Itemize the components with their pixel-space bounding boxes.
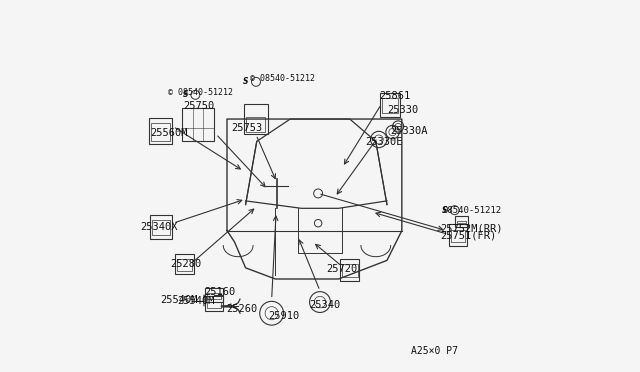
Text: 25753: 25753 <box>232 123 262 133</box>
Bar <box>380 93 400 117</box>
Text: 25750: 25750 <box>183 100 214 110</box>
Bar <box>449 224 467 246</box>
Text: 25720: 25720 <box>326 264 358 274</box>
Text: 25340X: 25340X <box>141 222 178 232</box>
Text: 25330: 25330 <box>387 105 418 115</box>
Text: 25260: 25260 <box>227 304 257 314</box>
Text: © 08540-51212: © 08540-51212 <box>168 88 233 97</box>
Bar <box>177 260 191 271</box>
Bar <box>455 216 468 227</box>
Text: 25160: 25160 <box>204 287 235 297</box>
Bar <box>381 99 398 113</box>
Text: 25330E: 25330E <box>365 137 403 147</box>
Text: 25752M(RR): 25752M(RR) <box>440 223 502 233</box>
Bar <box>451 230 465 242</box>
Bar <box>207 302 221 308</box>
Bar <box>205 296 223 311</box>
Bar <box>151 123 170 141</box>
Text: S: S <box>442 206 447 215</box>
Bar <box>342 264 358 277</box>
Text: 25910: 25910 <box>268 311 299 321</box>
Text: 25280: 25280 <box>170 259 202 269</box>
Text: S: S <box>243 77 248 86</box>
Text: 25861: 25861 <box>380 91 411 101</box>
Text: 25340: 25340 <box>310 300 341 310</box>
Bar <box>150 215 172 239</box>
Text: 25560M: 25560M <box>151 128 188 138</box>
Bar <box>149 118 172 144</box>
Text: 25330A: 25330A <box>390 126 428 136</box>
Bar <box>246 117 265 132</box>
Bar <box>175 254 193 275</box>
Text: © 08540-51212: © 08540-51212 <box>250 74 315 83</box>
Text: S: S <box>182 90 188 99</box>
Bar <box>457 221 466 223</box>
Text: 25540M: 25540M <box>177 296 214 305</box>
Text: 25540M: 25540M <box>160 295 198 305</box>
Bar <box>207 293 221 299</box>
Text: 25751(FR): 25751(FR) <box>440 231 496 241</box>
Bar <box>340 259 360 281</box>
Bar <box>182 108 214 141</box>
Bar <box>244 104 268 134</box>
Bar <box>205 288 223 302</box>
Bar <box>152 220 170 235</box>
Text: 08540-51212: 08540-51212 <box>442 206 501 215</box>
Text: A25×0 P7: A25×0 P7 <box>411 346 458 356</box>
